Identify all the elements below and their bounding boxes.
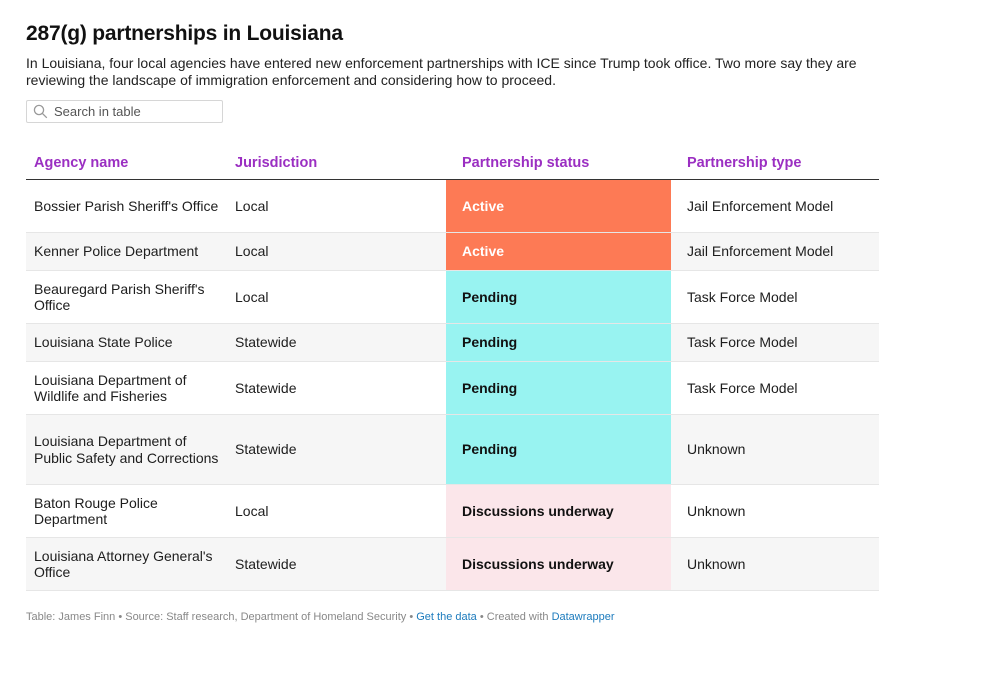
page-title: 287(g) partnerships in Louisiana xyxy=(26,22,343,45)
description: In Louisiana, four local agencies have e… xyxy=(26,55,857,88)
status-cell: Pending xyxy=(446,414,671,485)
table-row: Louisiana Department of Wildlife and Fis… xyxy=(26,361,879,415)
search-input[interactable] xyxy=(54,104,214,119)
table-row: Louisiana State Police Statewide Pending Ta… xyxy=(26,323,879,362)
table-header-row: Agency name Jurisdiction Partnership sta… xyxy=(26,146,879,180)
table-row: Louisiana Department of Public Safety an… xyxy=(26,414,879,485)
jurisdiction-cell: Local xyxy=(227,270,446,324)
status-cell: Discussions underway xyxy=(446,484,671,538)
jurisdiction-cell: Statewide xyxy=(227,537,446,591)
header-partnership-status[interactable]: Partnership status xyxy=(446,146,671,180)
table-chart: 287(g) partnerships in Louisiana In Loui… xyxy=(26,22,879,623)
agency-cell: Kenner Police Department xyxy=(26,232,227,271)
status-cell: Active xyxy=(446,232,671,271)
header-jurisdiction[interactable]: Jurisdiction xyxy=(227,146,446,180)
status-cell: Pending xyxy=(446,323,671,362)
status-cell: Active xyxy=(446,179,671,233)
type-cell: Task Force Model xyxy=(671,323,879,362)
agency-cell: Louisiana Department of Public Safety an… xyxy=(26,414,227,485)
jurisdiction-cell: Statewide xyxy=(227,414,446,485)
footer-credit: Table: James Finn • Source: Staff resear… xyxy=(26,611,417,623)
jurisdiction-cell: Statewide xyxy=(227,323,446,362)
type-cell: Unknown xyxy=(671,484,879,538)
status-cell: Discussions underway xyxy=(446,537,671,591)
table-row: Baton Rouge Police Department Local Discus… xyxy=(26,484,879,538)
agency-cell: Bossier Parish Sheriff's Office xyxy=(26,179,227,233)
type-cell: Unknown xyxy=(671,537,879,591)
type-cell: Jail Enforcement Model xyxy=(671,232,879,271)
table-row: Kenner Police Department Local Active Jail … xyxy=(26,232,879,271)
agency-cell: Louisiana Attorney General's Office xyxy=(26,537,227,591)
jurisdiction-cell: Local xyxy=(227,179,446,233)
get-the-data-link[interactable]: Get the data xyxy=(416,611,477,623)
agency-cell: Louisiana Department of Wildlife and Fis… xyxy=(26,361,227,415)
data-table: Agency name Jurisdiction Partnership sta… xyxy=(26,146,879,591)
jurisdiction-cell: Local xyxy=(227,484,446,538)
jurisdiction-cell: Local xyxy=(227,232,446,271)
table-row: Bossier Parish Sheriff's Office Local Acti… xyxy=(26,179,879,233)
type-cell: Task Force Model xyxy=(671,270,879,324)
type-cell: Task Force Model xyxy=(671,361,879,415)
status-cell: Pending xyxy=(446,361,671,415)
table-row: Louisiana Attorney General's Office State… xyxy=(26,537,879,591)
footer-created-with: • Created with xyxy=(476,611,552,623)
type-cell: Unknown xyxy=(671,414,879,485)
agency-cell: Baton Rouge Police Department xyxy=(26,484,227,538)
datawrapper-link[interactable]: Datawrapper xyxy=(551,611,615,623)
search-icon xyxy=(33,104,48,119)
footer: Table: James Finn • Source: Staff resear… xyxy=(26,611,879,623)
table-row: Beauregard Parish Sheriff's Office Local P… xyxy=(26,270,879,324)
header-partnership-type[interactable]: Partnership type xyxy=(671,146,879,180)
status-cell: Pending xyxy=(446,270,671,324)
type-cell: Jail Enforcement Model xyxy=(671,179,879,233)
jurisdiction-cell: Statewide xyxy=(227,361,446,415)
agency-cell: Louisiana State Police xyxy=(26,323,227,362)
header-agency-name[interactable]: Agency name xyxy=(26,146,227,180)
search-box[interactable] xyxy=(26,100,223,123)
agency-cell: Beauregard Parish Sheriff's Office xyxy=(26,270,227,324)
